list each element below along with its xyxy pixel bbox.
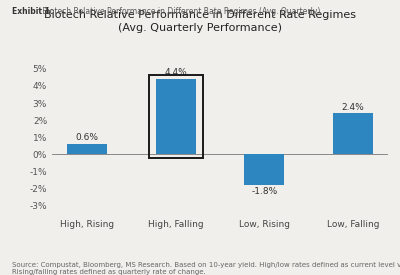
- Bar: [244, 155, 284, 185]
- Text: Biotech Relative Performance in Different Rate Regimes (Avg. Quarterly): Biotech Relative Performance in Differen…: [40, 7, 320, 16]
- Bar: [149, 75, 203, 158]
- Bar: [67, 144, 107, 155]
- Bar: [333, 113, 373, 155]
- Text: Exhibit 1:: Exhibit 1:: [12, 7, 53, 16]
- Text: Source: Compustat, Bloomberg, MS Research. Based on 10-year yield. High/low rate: Source: Compustat, Bloomberg, MS Researc…: [12, 262, 400, 275]
- Text: 0.6%: 0.6%: [76, 133, 99, 142]
- Text: 2.4%: 2.4%: [342, 103, 364, 112]
- Bar: [156, 79, 196, 155]
- Text: 4.4%: 4.4%: [164, 68, 187, 77]
- Text: Biotech Relative Performance in Different Rate Regimes
(Avg. Quarterly Performan: Biotech Relative Performance in Differen…: [44, 10, 356, 33]
- Text: -1.8%: -1.8%: [251, 187, 277, 196]
